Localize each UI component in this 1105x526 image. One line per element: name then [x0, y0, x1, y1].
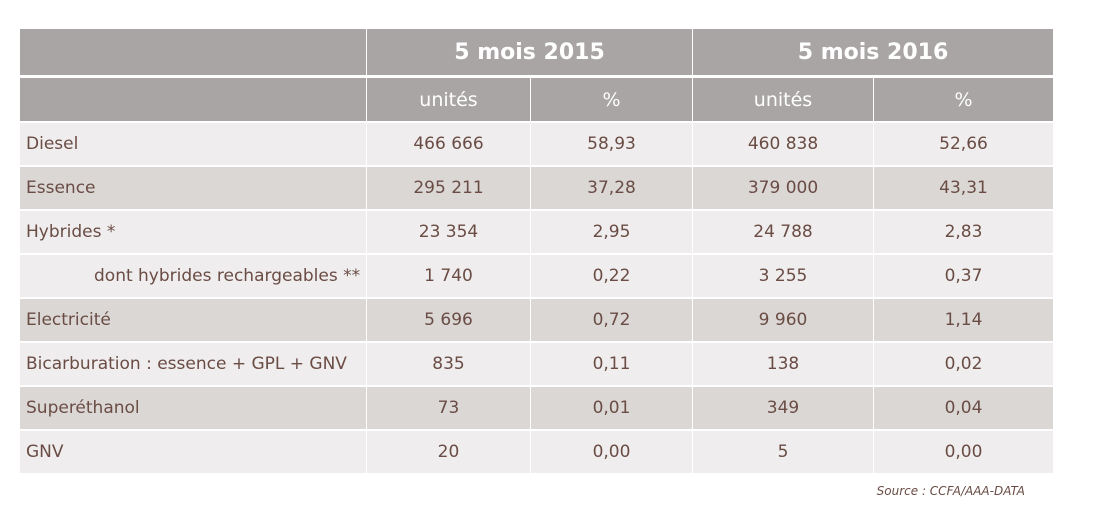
row-label: Bicarburation : essence + GPL + GNV [20, 343, 366, 385]
table-cell: 0,00 [874, 431, 1053, 473]
table-cell: 23 354 [367, 211, 530, 253]
table-cell: 24 788 [693, 211, 873, 253]
table-cell: 43,31 [874, 167, 1053, 209]
row-label: Superéthanol [20, 387, 366, 429]
table-cell: 5 [693, 431, 873, 473]
table-cell: 0,11 [531, 343, 692, 385]
table-cell: 295 211 [367, 167, 530, 209]
table-cell: 0,01 [531, 387, 692, 429]
table-cell: 0,37 [874, 255, 1053, 297]
table-cell: 466 666 [367, 123, 530, 165]
table-cell: 3 255 [693, 255, 873, 297]
table-cell: 5 696 [367, 299, 530, 341]
table-cell: 0,04 [874, 387, 1053, 429]
table-cell: 52,66 [874, 123, 1053, 165]
row-label: Essence [20, 167, 366, 209]
table-cell: 0,72 [531, 299, 692, 341]
sub-header: % [531, 78, 692, 121]
row-label: dont hybrides rechargeables ** [20, 255, 366, 297]
table-cell: 1 740 [367, 255, 530, 297]
header-corner [20, 78, 366, 121]
row-label: Hybrides * [20, 211, 366, 253]
group-header: 5 mois 2016 [693, 29, 1053, 75]
table-cell: 2,95 [531, 211, 692, 253]
table-cell: 835 [367, 343, 530, 385]
table-cell: 37,28 [531, 167, 692, 209]
source-note: Source : CCFA/AAA-DATA [876, 484, 1025, 498]
header-corner [20, 29, 366, 75]
table-cell: 0,22 [531, 255, 692, 297]
table-cell: 20 [367, 431, 530, 473]
table-cell: 2,83 [874, 211, 1053, 253]
table-cell: 379 000 [693, 167, 873, 209]
table-cell: 460 838 [693, 123, 873, 165]
table-cell: 58,93 [531, 123, 692, 165]
row-label: Electricité [20, 299, 366, 341]
row-label: GNV [20, 431, 366, 473]
table-cell: 0,00 [531, 431, 692, 473]
table-cell: 1,14 [874, 299, 1053, 341]
table-cell: 349 [693, 387, 873, 429]
sub-header: % [874, 78, 1053, 121]
table-cell: 0,02 [874, 343, 1053, 385]
table-cell: 73 [367, 387, 530, 429]
sub-header: unités [693, 78, 873, 121]
group-header: 5 mois 2015 [367, 29, 692, 75]
table-cell: 138 [693, 343, 873, 385]
sub-header: unités [367, 78, 530, 121]
row-label: Diesel [20, 123, 366, 165]
table-cell: 9 960 [693, 299, 873, 341]
